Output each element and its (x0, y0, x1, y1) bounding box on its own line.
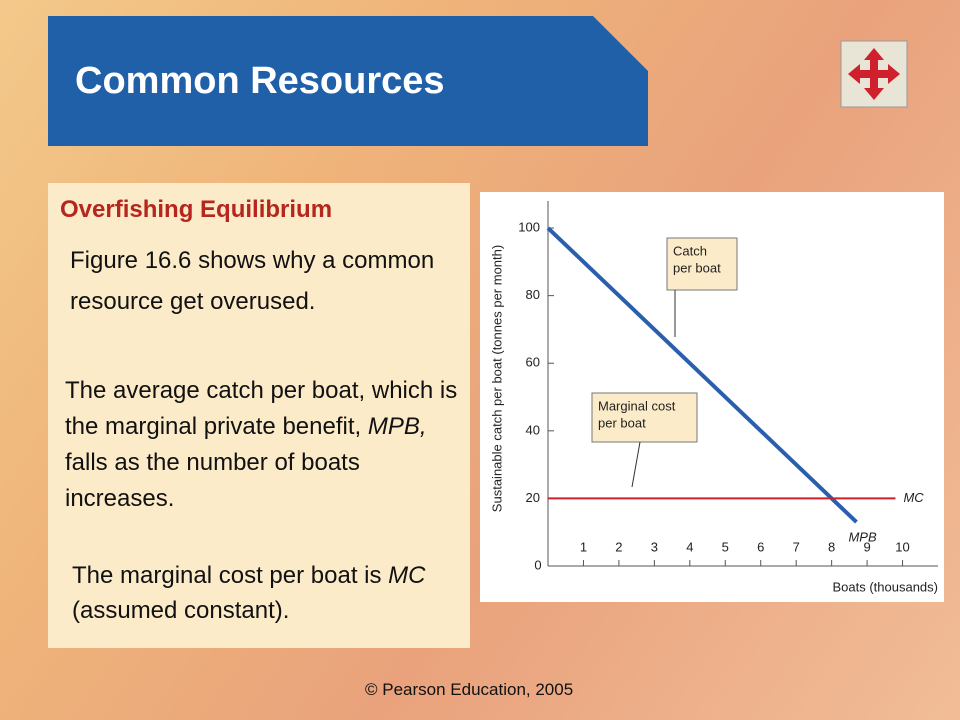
y-tick-label: 60 (526, 355, 540, 370)
x-tick-label: 10 (895, 539, 909, 554)
annotation-text: per boat (673, 260, 721, 275)
x-tick-label: 6 (757, 539, 764, 554)
paragraph: The average catch per boat, which is the… (65, 373, 460, 517)
x-tick-label: 7 (793, 539, 800, 554)
paragraph: The marginal cost per boat is MC (assume… (72, 558, 462, 628)
series-label: MC (903, 490, 924, 505)
footer: © Pearson Education, 2005 (365, 680, 574, 699)
subtitle: Overfishing Equilibrium (60, 196, 333, 223)
x-tick-label: 2 (615, 539, 622, 554)
x-tick-label: 4 (686, 539, 693, 554)
y-axis-label: Sustainable catch per boat (tonnes per m… (489, 245, 504, 512)
x-tick-label: 5 (722, 539, 729, 554)
x-tick-label: 1 (580, 539, 587, 554)
x-tick-label: 8 (828, 539, 835, 554)
y-tick-label: 40 (526, 422, 540, 437)
text-panel (48, 183, 470, 648)
annotation-text: Catch (673, 243, 707, 258)
text: MPB, (367, 413, 427, 440)
origin-label: 0 (534, 557, 541, 572)
annotation-pointer (631, 441, 641, 488)
series-line (546, 226, 858, 524)
text: (assumed constant). (72, 597, 290, 624)
y-tick-label: 80 (526, 287, 540, 302)
text: falls as the number of boats increases. (65, 449, 360, 512)
text: The marginal cost per boat is (72, 562, 389, 589)
chart-panel (480, 192, 944, 602)
slide-title: Common Resources (75, 60, 445, 102)
title-banner (48, 16, 648, 146)
paragraph: Figure 16.6 shows why a common resource … (70, 247, 435, 315)
series-label: MPB (848, 530, 877, 545)
annotation-box (666, 237, 738, 291)
annotation-text: Marginal cost (598, 398, 676, 413)
y-tick-label: 20 (526, 490, 540, 505)
x-tick-label: 9 (863, 539, 870, 554)
annotation-text: per boat (598, 415, 646, 430)
nav-icon[interactable] (840, 40, 910, 110)
annotation-box (591, 392, 698, 443)
y-tick-label: 100 (518, 219, 540, 234)
text: MC (388, 562, 426, 589)
text: The average catch per boat, which is the… (65, 377, 458, 440)
x-tick-label: 3 (651, 539, 658, 554)
x-axis-label: Boats (thousands) (832, 579, 938, 594)
